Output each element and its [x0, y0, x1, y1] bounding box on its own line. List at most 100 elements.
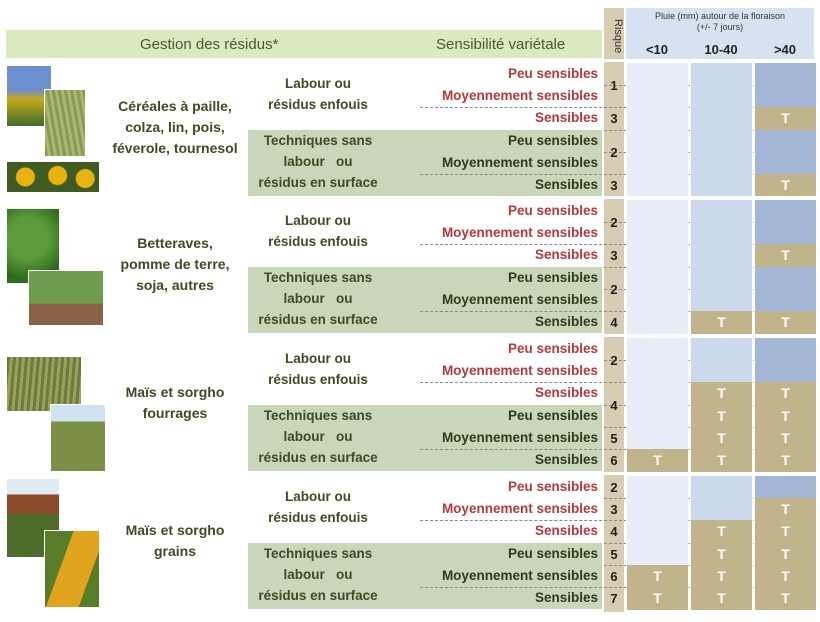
- risk-cell: [626, 174, 688, 197]
- technique-labour: Labour ou résidus enfouis: [248, 348, 388, 415]
- risk-cell: [626, 63, 688, 86]
- technique-label-line: Labour ou: [285, 213, 351, 228]
- risk-cell: T: [754, 426, 816, 450]
- sensitivity-label: Moyennement sensibles: [441, 429, 598, 445]
- risk-cell: [626, 85, 688, 108]
- sensitivity-label: Peu sensibles: [507, 203, 598, 218]
- risk-cell: [626, 520, 688, 544]
- technique-label-line: résidus enfouis: [268, 372, 368, 387]
- risk-cell: T: [690, 542, 752, 566]
- risk-cell: [690, 107, 752, 131]
- sensitivity-label: Peu sensibles: [507, 132, 598, 148]
- technique-label-line: Techniques sans: [263, 407, 373, 423]
- residue-header: Gestion des résidus*: [140, 36, 279, 53]
- technique-no-till: Techniques sans labour ou résidus en surfa…: [248, 543, 388, 610]
- tolerance-mark: T: [717, 567, 726, 584]
- risk-cell: [626, 266, 688, 290]
- risk-cell: T: [690, 404, 752, 428]
- technique-label-line: résidus enfouis: [268, 234, 368, 249]
- risk-value: 5: [610, 430, 618, 446]
- tolerance-mark: T: [717, 545, 726, 562]
- potato-photo: [28, 270, 104, 326]
- tolerance-mark: T: [653, 567, 662, 584]
- risk-cell: [626, 311, 688, 334]
- group-separator: [0, 472, 820, 475]
- technique-label-line: Techniques sans: [263, 132, 373, 148]
- risk-value: 3: [610, 178, 618, 193]
- sensitivity-label: Sensibles: [534, 523, 598, 539]
- technique-labour: Labour ou résidus enfouis: [248, 210, 388, 277]
- sensitivity-label: Peu sensibles: [507, 341, 598, 356]
- risk-cell: [626, 129, 688, 153]
- risk-value: 6: [610, 453, 618, 468]
- sensitivity-label: Sensibles: [534, 590, 598, 605]
- row-divider: [420, 449, 816, 450]
- crop-label-line: féverole, tournesol: [112, 140, 238, 157]
- tolerance-mark: T: [781, 247, 790, 264]
- risk-cell: T: [690, 564, 752, 588]
- risk-cell: [626, 426, 688, 450]
- row-divider: [420, 587, 816, 588]
- risk-cell: T: [754, 404, 816, 428]
- crop-label-line: Maïs et sorgho: [125, 383, 225, 400]
- risk-cell: T: [754, 311, 816, 334]
- header-band: [6, 30, 602, 58]
- tolerance-mark: T: [717, 407, 726, 424]
- crop-label: Céréales à paille, colza, lin, pois, féver…: [108, 63, 242, 192]
- crop-label-line: Céréales à paille,: [118, 98, 232, 115]
- risk-cell: [690, 244, 752, 268]
- risk-cell: [690, 338, 752, 361]
- risk-cell: [690, 129, 752, 153]
- corn-cob-photo: [44, 530, 100, 608]
- tolerance-mark: T: [717, 429, 726, 446]
- risk-value: 3: [610, 248, 618, 264]
- risk-cell: T: [754, 564, 816, 588]
- tolerance-mark: T: [781, 177, 790, 193]
- sensitivity-label: Sensibles: [534, 177, 598, 192]
- rain-header: Pluie (mm) autour de la floraison (+/- 7…: [626, 8, 814, 60]
- crop-label-line: fourrages: [142, 404, 208, 421]
- technique-label-line: résidus en surface: [258, 311, 378, 327]
- sensitivity-label: Sensibles: [534, 247, 598, 263]
- crop-label-line: colza, lin, pois,: [125, 119, 225, 136]
- corn-field-photo: [50, 404, 106, 472]
- risk-cell: T: [690, 449, 752, 472]
- rain-col-10-40: 10-40: [704, 42, 738, 57]
- sensitivity-label: Moyennement sensibles: [441, 88, 598, 104]
- crop-label: Betteraves, pomme de terre, soja, autres: [108, 200, 242, 329]
- tolerance-mark: T: [781, 501, 790, 518]
- tolerance-mark: T: [717, 590, 726, 606]
- risk-cell: [690, 63, 752, 86]
- risk-cell: T: [690, 311, 752, 334]
- risk-cell: [754, 151, 816, 175]
- wheat-photo: [44, 89, 86, 157]
- tolerance-mark: T: [781, 567, 790, 584]
- risk-cell: T: [754, 542, 816, 566]
- risk-cell: [754, 360, 816, 383]
- technique-label-line: labour ou: [283, 153, 353, 169]
- risk-cell: [690, 266, 752, 290]
- technique-label-line: résidus enfouis: [268, 510, 368, 525]
- tolerance-mark: T: [717, 452, 726, 468]
- row-divider: [420, 244, 816, 246]
- risk-value: 4: [610, 397, 618, 413]
- technique-no-till: Techniques sans labour ou résidus en surfa…: [248, 405, 388, 472]
- risk-cell: T: [754, 587, 816, 610]
- technique-label-line: labour ou: [283, 290, 353, 306]
- tolerance-mark: T: [781, 429, 790, 446]
- risk-cell: [690, 222, 752, 245]
- tolerance-mark: T: [781, 407, 790, 424]
- rain-col-lt10: <10: [645, 42, 669, 57]
- risk-value: 1: [610, 78, 618, 94]
- technique-band: [248, 129, 602, 197]
- risk-cell: T: [754, 449, 816, 472]
- row-divider: [420, 311, 816, 312]
- rain-subtitle: (+/- 7 jours): [696, 22, 744, 32]
- row-divider: [420, 266, 816, 268]
- sensitivity-label: Sensibles: [534, 385, 598, 401]
- risk-cell: [754, 476, 816, 499]
- technique-label-line: Labour ou: [285, 76, 351, 91]
- risk-cell: [626, 498, 688, 521]
- risk-cell: [754, 129, 816, 153]
- risk-cell: T: [626, 587, 688, 610]
